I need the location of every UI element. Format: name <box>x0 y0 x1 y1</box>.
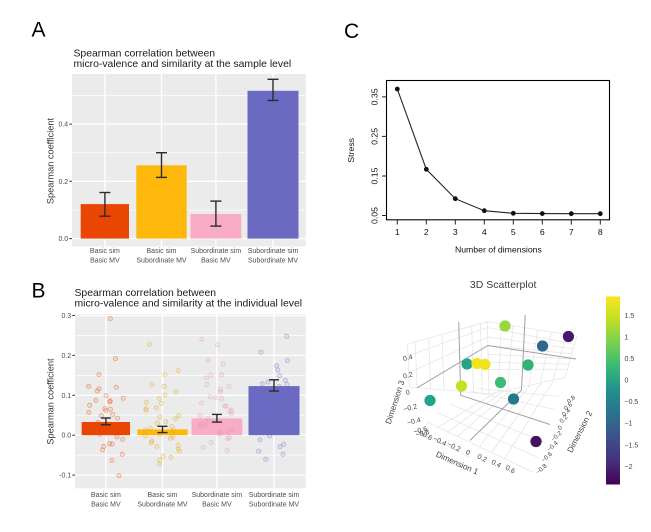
svg-text:−0.5: −0.5 <box>625 399 639 406</box>
svg-text:Subordinate MV: Subordinate MV <box>137 502 188 509</box>
svg-text:Basic sim: Basic sim <box>147 248 177 255</box>
svg-text:−1.5: −1.5 <box>625 442 639 449</box>
svg-text:2: 2 <box>424 227 429 237</box>
svg-text:micro-valence and similarity a: micro-valence and similarity at the indi… <box>75 298 303 309</box>
svg-text:Stress: Stress <box>346 137 356 162</box>
svg-text:−1: −1 <box>625 421 633 428</box>
svg-text:Basic MV: Basic MV <box>201 257 231 264</box>
svg-text:0: 0 <box>625 378 629 385</box>
svg-text:0: 0 <box>557 424 565 432</box>
svg-text:Basic MV: Basic MV <box>90 257 120 264</box>
svg-text:7: 7 <box>569 227 574 237</box>
svg-text:Basic MV: Basic MV <box>202 502 232 509</box>
svg-text:Subordinate sim: Subordinate sim <box>249 492 300 499</box>
svg-text:0.2: 0.2 <box>558 414 569 425</box>
svg-text:0.05: 0.05 <box>370 207 380 224</box>
svg-text:0.2: 0.2 <box>58 179 68 186</box>
svg-text:A: A <box>32 18 46 41</box>
svg-text:C: C <box>344 20 359 43</box>
svg-text:0.35: 0.35 <box>370 88 380 105</box>
svg-text:Basic sim: Basic sim <box>148 492 178 499</box>
svg-text:0.4: 0.4 <box>490 459 502 470</box>
svg-text:micro-valence and similarity a: micro-valence and similarity at the samp… <box>74 59 292 70</box>
svg-text:0.1: 0.1 <box>61 393 71 400</box>
svg-text:0.2: 0.2 <box>476 453 488 464</box>
svg-text:Subordinate MV: Subordinate MV <box>248 257 299 264</box>
svg-text:Spearman coefficient: Spearman coefficient <box>46 117 56 204</box>
svg-text:Subordinate MV: Subordinate MV <box>136 257 187 264</box>
svg-text:Basic MV: Basic MV <box>91 502 121 509</box>
svg-text:0: 0 <box>464 449 471 457</box>
svg-text:0.4: 0.4 <box>402 354 413 363</box>
svg-text:B: B <box>32 280 46 303</box>
svg-text:Basic sim: Basic sim <box>90 248 120 255</box>
svg-text:−0.6: −0.6 <box>413 426 428 436</box>
svg-text:0.0: 0.0 <box>61 433 71 440</box>
svg-text:0.4: 0.4 <box>58 122 68 129</box>
svg-text:Number of dimensions: Number of dimensions <box>455 245 543 255</box>
svg-text:Basic sim: Basic sim <box>91 492 121 499</box>
svg-text:1.5: 1.5 <box>625 313 635 320</box>
svg-text:1: 1 <box>395 227 400 237</box>
svg-text:Subordinate MV: Subordinate MV <box>249 502 300 509</box>
svg-text:0.5: 0.5 <box>625 356 635 363</box>
svg-text:Spearman correlation between: Spearman correlation between <box>75 288 217 299</box>
svg-text:0: 0 <box>405 389 411 397</box>
svg-text:Subordinate sim: Subordinate sim <box>248 248 299 255</box>
svg-text:−0.4: −0.4 <box>406 417 421 427</box>
svg-text:4: 4 <box>482 227 487 237</box>
svg-text:0.15: 0.15 <box>370 167 380 184</box>
svg-text:0.6: 0.6 <box>563 401 574 412</box>
svg-text:3D Scatterplot: 3D Scatterplot <box>470 279 537 291</box>
svg-text:0.6: 0.6 <box>504 465 516 476</box>
svg-text:−2: −2 <box>625 464 633 471</box>
svg-text:0.3: 0.3 <box>61 313 71 320</box>
svg-text:Spearman correlation between: Spearman correlation between <box>74 49 216 60</box>
svg-text:Subordinate sim: Subordinate sim <box>191 248 242 255</box>
svg-text:5: 5 <box>511 227 516 237</box>
svg-text:0.2: 0.2 <box>402 371 413 380</box>
svg-text:3: 3 <box>453 227 458 237</box>
svg-text:0.8: 0.8 <box>566 394 577 405</box>
svg-text:Spearman coefficient: Spearman coefficient <box>46 358 56 445</box>
svg-text:−0.2: −0.2 <box>403 403 418 413</box>
svg-text:-0.1: -0.1 <box>59 473 71 480</box>
svg-text:0.2: 0.2 <box>61 353 71 360</box>
svg-text:1: 1 <box>625 335 629 342</box>
svg-text:Subordinate sim: Subordinate sim <box>192 492 243 499</box>
svg-text:0.25: 0.25 <box>370 128 380 145</box>
svg-text:8: 8 <box>598 227 603 237</box>
svg-text:0.4: 0.4 <box>561 407 572 418</box>
svg-text:−0.8: −0.8 <box>415 429 430 439</box>
svg-text:0.0: 0.0 <box>58 236 68 243</box>
svg-text:6: 6 <box>540 227 545 237</box>
